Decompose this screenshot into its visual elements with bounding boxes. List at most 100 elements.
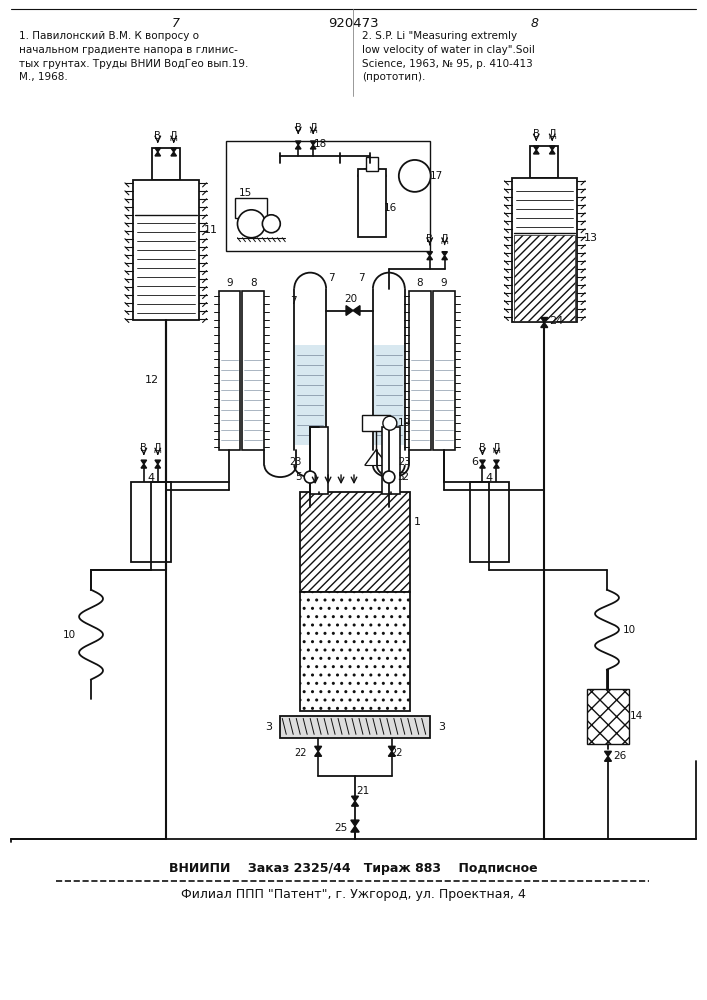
- Text: 17: 17: [430, 171, 443, 181]
- Text: 4: 4: [147, 473, 154, 483]
- Bar: [374, 345, 404, 445]
- Text: 3: 3: [438, 722, 445, 732]
- Text: 3: 3: [265, 722, 271, 732]
- Text: 8: 8: [416, 278, 423, 288]
- Polygon shape: [351, 801, 358, 806]
- Polygon shape: [315, 746, 322, 751]
- Circle shape: [304, 471, 316, 483]
- Text: В: В: [426, 234, 433, 244]
- Polygon shape: [171, 152, 177, 156]
- Text: 23: 23: [399, 457, 411, 467]
- Text: 20: 20: [344, 294, 358, 304]
- Polygon shape: [541, 318, 548, 322]
- Text: В: В: [479, 443, 486, 453]
- Text: 14: 14: [630, 711, 643, 721]
- Bar: [300, 592, 410, 711]
- Bar: [152, 148, 180, 180]
- Polygon shape: [480, 464, 485, 468]
- Bar: [530, 146, 559, 178]
- Polygon shape: [141, 460, 146, 464]
- Bar: [409, 291, 431, 450]
- Polygon shape: [351, 826, 359, 832]
- Text: 23: 23: [289, 457, 301, 467]
- Polygon shape: [353, 306, 360, 315]
- Text: 12: 12: [145, 375, 159, 385]
- Bar: [296, 345, 325, 445]
- Text: Д: Д: [549, 129, 556, 139]
- Text: 5: 5: [295, 472, 301, 482]
- Text: 24: 24: [549, 316, 563, 326]
- Text: Д: Д: [170, 131, 177, 141]
- Polygon shape: [427, 256, 433, 260]
- Text: 7: 7: [290, 296, 296, 306]
- Polygon shape: [315, 751, 322, 756]
- Polygon shape: [171, 148, 177, 152]
- Polygon shape: [296, 145, 301, 149]
- Polygon shape: [141, 464, 146, 468]
- Polygon shape: [604, 751, 612, 756]
- Bar: [587, 689, 629, 744]
- Text: 4: 4: [486, 473, 493, 483]
- Text: ВНИИПИ    Заказ 2325/44   Тираж 883    Подписное: ВНИИПИ Заказ 2325/44 Тираж 883 Подписное: [169, 862, 537, 875]
- Bar: [515, 235, 575, 320]
- Polygon shape: [310, 141, 316, 145]
- Text: Д: Д: [441, 234, 448, 244]
- Text: 9: 9: [440, 278, 447, 288]
- Text: Д: Д: [310, 123, 317, 133]
- Text: 15: 15: [239, 188, 252, 198]
- Polygon shape: [310, 145, 316, 149]
- Polygon shape: [442, 252, 448, 256]
- Text: 6: 6: [471, 457, 478, 467]
- Polygon shape: [155, 152, 160, 156]
- Text: 26: 26: [614, 751, 626, 761]
- Text: 5: 5: [397, 472, 404, 482]
- Bar: [280, 716, 430, 738]
- Text: 22: 22: [390, 748, 403, 758]
- Polygon shape: [155, 148, 160, 152]
- Polygon shape: [541, 322, 548, 327]
- Circle shape: [262, 215, 280, 233]
- Bar: [358, 169, 386, 237]
- Text: В: В: [141, 443, 147, 453]
- Bar: [410, 350, 430, 445]
- Text: Д: Д: [493, 443, 501, 453]
- Text: 25: 25: [334, 823, 348, 833]
- Text: 1. Павилонский В.М. К вопросу о
начальном градиенте напора в глинис-
тых грунтах: 1. Павилонский В.М. К вопросу о начально…: [19, 31, 249, 82]
- Bar: [513, 178, 577, 322]
- Polygon shape: [549, 146, 555, 150]
- Bar: [433, 350, 454, 445]
- Text: 7: 7: [172, 17, 180, 30]
- Polygon shape: [346, 306, 353, 315]
- Text: 22: 22: [294, 748, 306, 758]
- Bar: [433, 291, 455, 450]
- Text: 10: 10: [622, 625, 636, 635]
- Bar: [243, 350, 263, 445]
- Polygon shape: [549, 150, 555, 154]
- Polygon shape: [480, 460, 485, 464]
- Text: 19: 19: [398, 418, 411, 428]
- Text: 8: 8: [250, 278, 257, 288]
- Text: В: В: [154, 131, 161, 141]
- Text: 2: 2: [402, 472, 409, 482]
- Text: 10: 10: [62, 630, 76, 640]
- Bar: [310, 427, 328, 494]
- Bar: [226, 141, 430, 251]
- Text: 2. S.P. Li "Measuring extremly
low velocity of water in clay".Soil
Science, 1963: 2. S.P. Li "Measuring extremly low veloc…: [362, 31, 534, 82]
- Text: 16: 16: [384, 203, 397, 213]
- Text: 9: 9: [226, 278, 233, 288]
- Polygon shape: [155, 460, 160, 464]
- Polygon shape: [604, 756, 612, 761]
- Bar: [362, 415, 390, 431]
- Polygon shape: [351, 820, 359, 826]
- Text: Д: Д: [154, 443, 162, 453]
- Bar: [382, 427, 400, 494]
- Polygon shape: [351, 796, 358, 801]
- Text: 11: 11: [204, 225, 218, 235]
- Bar: [218, 291, 240, 450]
- Polygon shape: [388, 746, 395, 751]
- Bar: [133, 180, 199, 320]
- Polygon shape: [442, 256, 448, 260]
- Polygon shape: [427, 252, 433, 256]
- Bar: [243, 291, 264, 450]
- Polygon shape: [493, 460, 499, 464]
